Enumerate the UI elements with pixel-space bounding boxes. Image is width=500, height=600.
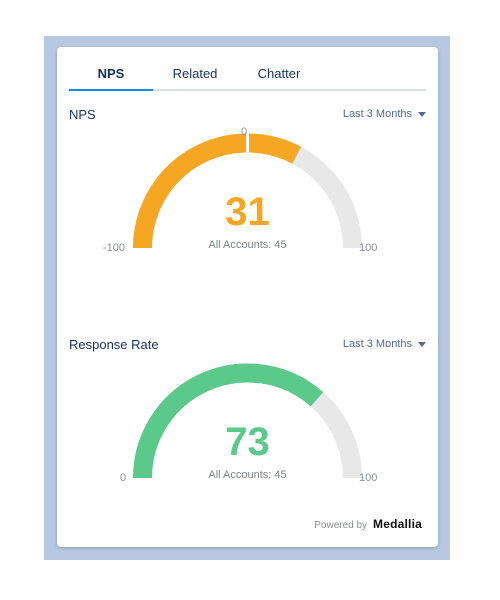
nps-max-tick: 100 [359, 242, 378, 254]
powered-by-label: Powered by [314, 520, 368, 531]
nps-card: NPS Related Chatter NPS Last 3 Months 0 … [57, 47, 438, 547]
nps-gauge-fill [133, 133, 302, 249]
response-rate-period-dropdown[interactable]: Last 3 Months [343, 338, 426, 350]
nps-period-label: Last 3 Months [342, 108, 412, 120]
nps-center-tick: 0 [241, 126, 248, 138]
response-rate-gauge-fill [133, 363, 324, 479]
response-rate-benchmark-text: All Accounts: 45 [208, 469, 287, 481]
tab-related[interactable]: Related [172, 65, 218, 81]
response-rate-gauge-chart [133, 363, 362, 479]
caret-down-icon [418, 341, 426, 347]
tab-bar: NPS Related Chatter [69, 57, 426, 91]
response-rate-gauge [57, 353, 438, 493]
response-rate-max-tick: 100 [359, 472, 378, 484]
nps-min-tick: -100 [103, 242, 126, 254]
response-rate-period-label: Last 3 Months [342, 338, 412, 350]
tab-nps[interactable]: NPS [69, 57, 153, 91]
nps-benchmark-text: All Accounts: 45 [208, 239, 287, 251]
response-rate-min-tick: 0 [120, 472, 127, 484]
tab-chatter[interactable]: Chatter [257, 65, 301, 81]
response-rate-section-title: Response Rate [69, 337, 159, 352]
powered-by: Powered by Medallia [314, 517, 422, 531]
nps-section-title: NPS [69, 107, 96, 122]
nps-gauge [57, 123, 438, 263]
response-rate-score: 73 [225, 420, 270, 464]
medallia-logo: Medallia [373, 517, 422, 531]
caret-down-icon [418, 111, 426, 117]
nps-gauge-chart [133, 132, 362, 249]
nps-score: 31 [225, 190, 270, 234]
nps-period-dropdown[interactable]: Last 3 Months [343, 108, 426, 120]
